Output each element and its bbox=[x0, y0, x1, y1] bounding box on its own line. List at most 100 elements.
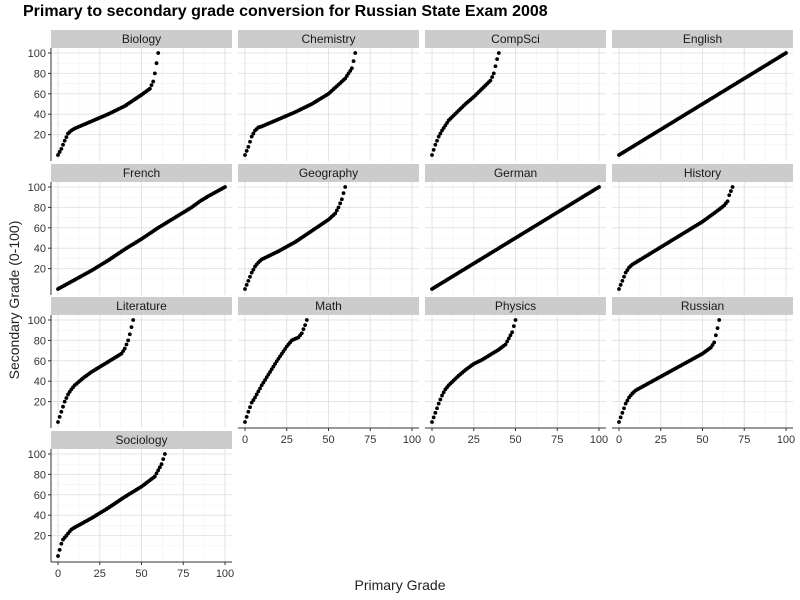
facet-panel-physics: Physics 0 25 50 75 100 bbox=[425, 297, 608, 446]
data-point bbox=[152, 474, 157, 479]
data-point bbox=[248, 139, 252, 144]
data-point bbox=[730, 185, 735, 189]
data-point bbox=[131, 318, 136, 322]
data-point bbox=[149, 83, 154, 88]
x-tick-label: 0 bbox=[242, 434, 248, 446]
data-point bbox=[353, 51, 358, 55]
data-point bbox=[249, 134, 254, 139]
data-point bbox=[618, 415, 623, 420]
data-point bbox=[253, 395, 257, 400]
data-point bbox=[341, 191, 346, 196]
data-point bbox=[784, 51, 788, 55]
facet-strip bbox=[51, 164, 232, 182]
data-point bbox=[438, 397, 443, 402]
data-point bbox=[243, 153, 247, 157]
x-tick-label: 0 bbox=[429, 434, 435, 446]
y-tick-label: 60 bbox=[34, 356, 46, 368]
data-point bbox=[299, 331, 304, 336]
data-point bbox=[126, 338, 131, 343]
data-point bbox=[438, 131, 443, 136]
data-point bbox=[57, 415, 62, 419]
facet-strip-label: Geography bbox=[299, 166, 358, 180]
data-point bbox=[505, 339, 510, 344]
facet-strip-label: Physics bbox=[495, 299, 536, 313]
facet-panel-geography: Geography bbox=[238, 164, 419, 295]
data-point bbox=[154, 471, 159, 476]
y-tick-label: 80 bbox=[34, 202, 46, 214]
data-point bbox=[625, 398, 630, 403]
x-tick-label: 25 bbox=[281, 434, 293, 446]
data-point bbox=[59, 409, 64, 414]
data-point bbox=[254, 392, 259, 397]
data-point bbox=[728, 189, 733, 193]
x-tick-label: 100 bbox=[403, 434, 421, 446]
data-point bbox=[620, 410, 625, 415]
data-point bbox=[495, 57, 500, 62]
data-point bbox=[301, 327, 306, 332]
x-tick-label: 75 bbox=[551, 434, 563, 446]
facet-strip bbox=[238, 30, 419, 48]
data-point bbox=[251, 131, 256, 136]
facet-strip-label: Biology bbox=[122, 32, 161, 46]
data-point bbox=[511, 324, 516, 329]
data-point bbox=[246, 409, 251, 414]
data-point bbox=[433, 142, 438, 147]
y-tick-label: 60 bbox=[34, 223, 46, 235]
data-point bbox=[62, 138, 67, 143]
y-tick-label: 80 bbox=[34, 469, 46, 481]
facet-strip-label: CompSci bbox=[491, 32, 540, 46]
x-tick-label: 50 bbox=[696, 434, 708, 446]
data-point bbox=[243, 287, 247, 291]
data-point bbox=[431, 415, 436, 420]
data-point bbox=[157, 465, 162, 470]
facet-strip bbox=[51, 30, 232, 48]
data-point bbox=[513, 318, 518, 322]
data-point bbox=[57, 547, 62, 552]
data-point bbox=[725, 199, 730, 204]
data-point bbox=[622, 274, 626, 279]
data-point bbox=[244, 415, 249, 419]
facet-panel-math: Math 0 25 50 75 100 bbox=[238, 297, 421, 446]
facet-strip bbox=[425, 164, 606, 182]
facet-strip bbox=[238, 164, 419, 182]
x-tick-label: 50 bbox=[509, 434, 521, 446]
data-point bbox=[244, 149, 249, 153]
y-tick-label: 20 bbox=[34, 397, 46, 409]
y-tick-label: 100 bbox=[28, 182, 46, 194]
facet-panel-russian: Russian 0 25 50 75 100 bbox=[612, 297, 795, 446]
data-point bbox=[249, 270, 254, 275]
data-point bbox=[623, 401, 628, 406]
facet-panel-compsci: CompSci bbox=[425, 30, 606, 161]
data-point bbox=[271, 364, 276, 369]
y-tick-label: 40 bbox=[34, 376, 46, 388]
x-tick-label: 100 bbox=[216, 568, 234, 580]
facet-strip bbox=[612, 297, 793, 315]
facet-panel-sociology: Sociology 20 40 60 80 100 0 25 50 75 100 bbox=[28, 431, 234, 580]
data-point bbox=[431, 148, 436, 152]
data-point bbox=[336, 205, 341, 210]
data-point bbox=[435, 406, 439, 411]
data-point bbox=[59, 146, 64, 151]
data-point bbox=[713, 333, 718, 338]
data-point bbox=[56, 554, 60, 558]
facet-strip bbox=[51, 431, 232, 449]
data-point bbox=[64, 396, 69, 400]
x-tick-label: 100 bbox=[777, 434, 795, 446]
data-point bbox=[488, 78, 493, 83]
facet-strip-label: Sociology bbox=[115, 433, 167, 447]
data-point bbox=[597, 185, 601, 189]
data-point bbox=[436, 401, 441, 406]
data-point bbox=[490, 75, 495, 79]
data-point bbox=[339, 197, 344, 202]
data-point bbox=[162, 452, 167, 456]
data-point bbox=[430, 420, 434, 424]
data-point bbox=[712, 340, 717, 345]
x-tick-label: 100 bbox=[590, 434, 608, 446]
data-point bbox=[435, 138, 439, 143]
y-tick-label: 100 bbox=[28, 315, 46, 327]
facet-panel-biology: Biology 20 40 60 80 100 bbox=[28, 30, 232, 161]
data-point bbox=[620, 278, 625, 283]
y-tick-label: 60 bbox=[34, 89, 46, 101]
y-tick-label: 60 bbox=[34, 490, 46, 502]
